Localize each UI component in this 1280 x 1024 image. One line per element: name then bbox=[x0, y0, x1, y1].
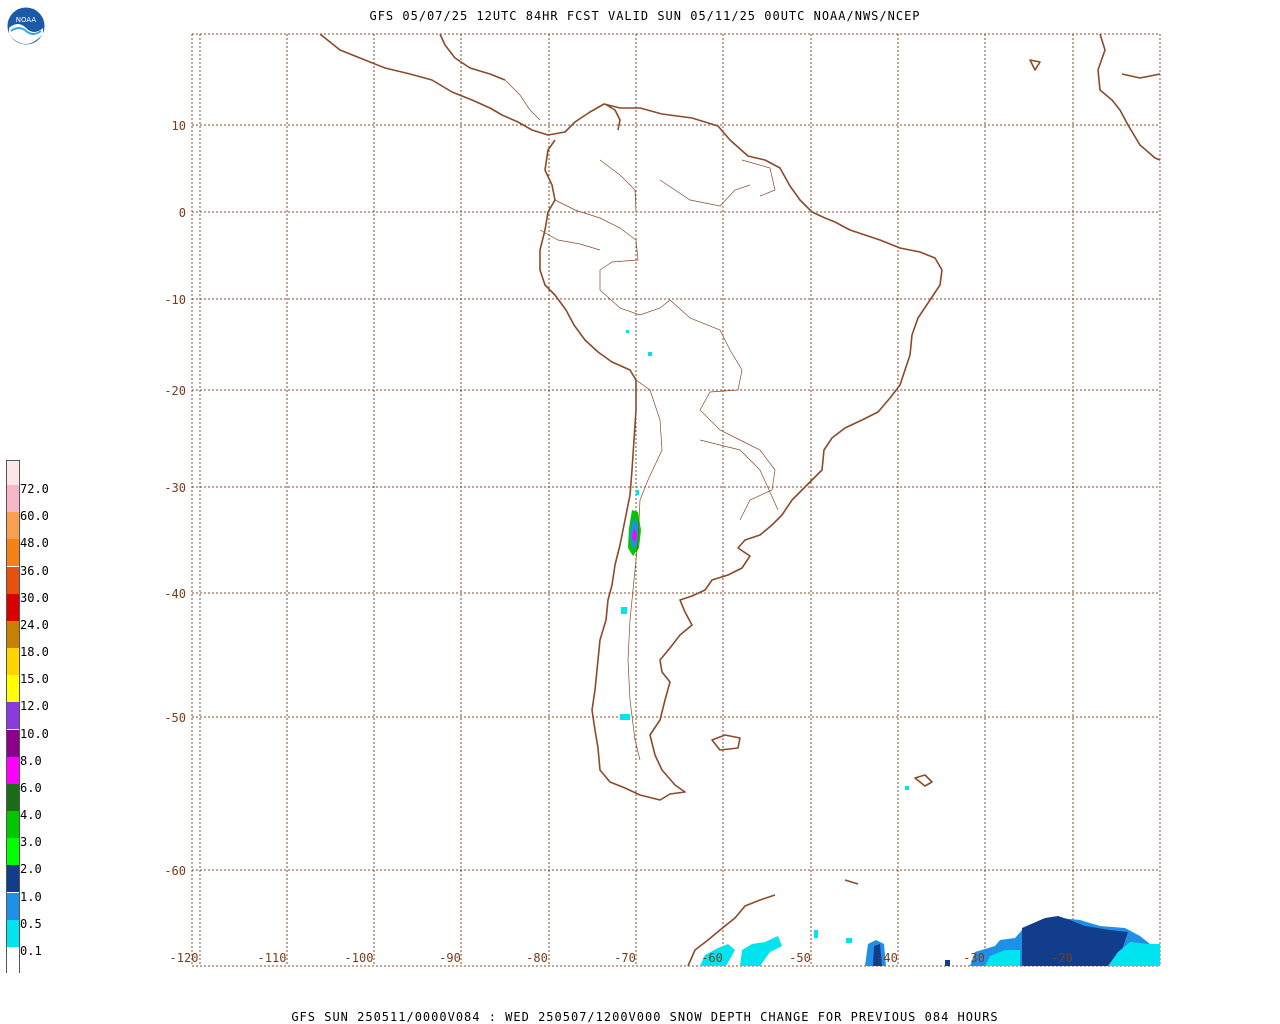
lon-axis-labels: -120 -110 -100 -90 -80 -70 -60 -50 -40 -… bbox=[170, 951, 1073, 965]
lat-tick: -60 bbox=[164, 864, 186, 878]
legend-label: 0.1 bbox=[20, 943, 42, 958]
legend-label: 2.0 bbox=[20, 862, 42, 877]
legend-label: 0.5 bbox=[20, 916, 42, 931]
legend-swatch bbox=[7, 811, 19, 839]
lon-tick: -60 bbox=[701, 951, 723, 965]
legend-swatch bbox=[7, 702, 19, 730]
map-title: GFS 05/07/25 12UTC 84HR FCST VALID SUN 0… bbox=[369, 9, 921, 23]
lon-tick: -70 bbox=[614, 951, 636, 965]
legend-label: 18.0 bbox=[20, 645, 49, 659]
legend-swatch bbox=[7, 648, 19, 676]
svg-text:NOAA: NOAA bbox=[16, 16, 37, 24]
lon-tick: -40 bbox=[876, 951, 898, 965]
lon-tick: -30 bbox=[963, 951, 985, 965]
lon-tick: -120 bbox=[170, 951, 199, 965]
legend-label: 12.0 bbox=[20, 699, 49, 714]
legend-swatch bbox=[7, 865, 19, 893]
snow-fill-andes bbox=[620, 330, 909, 790]
lon-tick: -100 bbox=[345, 951, 374, 965]
legend-swatch bbox=[7, 756, 19, 784]
legend-swatch bbox=[7, 729, 19, 757]
legend-label: 30.0 bbox=[20, 590, 49, 605]
lon-tick: -20 bbox=[1051, 951, 1073, 965]
legend-swatch bbox=[7, 566, 19, 594]
lon-tick: -90 bbox=[439, 951, 461, 965]
legend-swatch bbox=[7, 892, 19, 920]
lat-tick: -30 bbox=[164, 481, 186, 495]
legend-swatch bbox=[7, 919, 19, 947]
country-borders bbox=[504, 79, 779, 761]
legend-label: 48.0 bbox=[20, 536, 49, 551]
legend-label: 15.0 bbox=[20, 672, 49, 687]
lat-tick: -20 bbox=[164, 384, 186, 398]
legend-swatch bbox=[7, 620, 19, 648]
noaa-logo-icon: NOAA bbox=[6, 6, 46, 46]
lat-tick: 0 bbox=[179, 206, 186, 220]
lat-tick: -10 bbox=[164, 293, 186, 307]
lat-tick: -40 bbox=[164, 587, 186, 601]
legend-swatch bbox=[7, 539, 19, 567]
lat-lon-grid bbox=[191, 33, 1161, 967]
legend-label: 24.0 bbox=[20, 617, 49, 632]
legend-label: 6.0 bbox=[20, 780, 42, 795]
legend-label: 1.0 bbox=[20, 889, 42, 904]
color-legend bbox=[6, 460, 20, 974]
legend-swatch bbox=[7, 512, 19, 540]
map-footer: GFS SUN 250511/0000V084 : WED 250507/120… bbox=[291, 1010, 999, 1024]
legend-label: 4.0 bbox=[20, 808, 42, 822]
lat-tick: 10 bbox=[172, 119, 186, 133]
snow-fill-antarctica bbox=[700, 916, 1160, 966]
legend-label: 36.0 bbox=[20, 563, 49, 578]
legend-swatch bbox=[7, 946, 19, 974]
legend-label: 3.0 bbox=[20, 835, 42, 850]
legend-swatch bbox=[7, 783, 19, 811]
legend-swatch bbox=[7, 838, 19, 866]
lon-tick: -80 bbox=[526, 951, 548, 965]
legend-swatch bbox=[7, 675, 19, 703]
legend-label: 10.0 bbox=[20, 726, 49, 741]
legend-label: 8.0 bbox=[20, 753, 42, 768]
legend-label: 72.0 bbox=[20, 482, 49, 496]
lat-axis-labels: 10 0 -10 -20 -30 -40 -50 -60 bbox=[164, 119, 186, 878]
legend-swatch bbox=[7, 485, 19, 513]
lon-tick: -110 bbox=[258, 951, 287, 965]
coastlines bbox=[319, 33, 1161, 967]
lat-tick: -50 bbox=[164, 711, 186, 725]
legend-swatch bbox=[7, 593, 19, 621]
lon-tick: -50 bbox=[789, 951, 811, 965]
legend-label: 60.0 bbox=[20, 509, 49, 524]
legend-swatch bbox=[7, 461, 19, 485]
